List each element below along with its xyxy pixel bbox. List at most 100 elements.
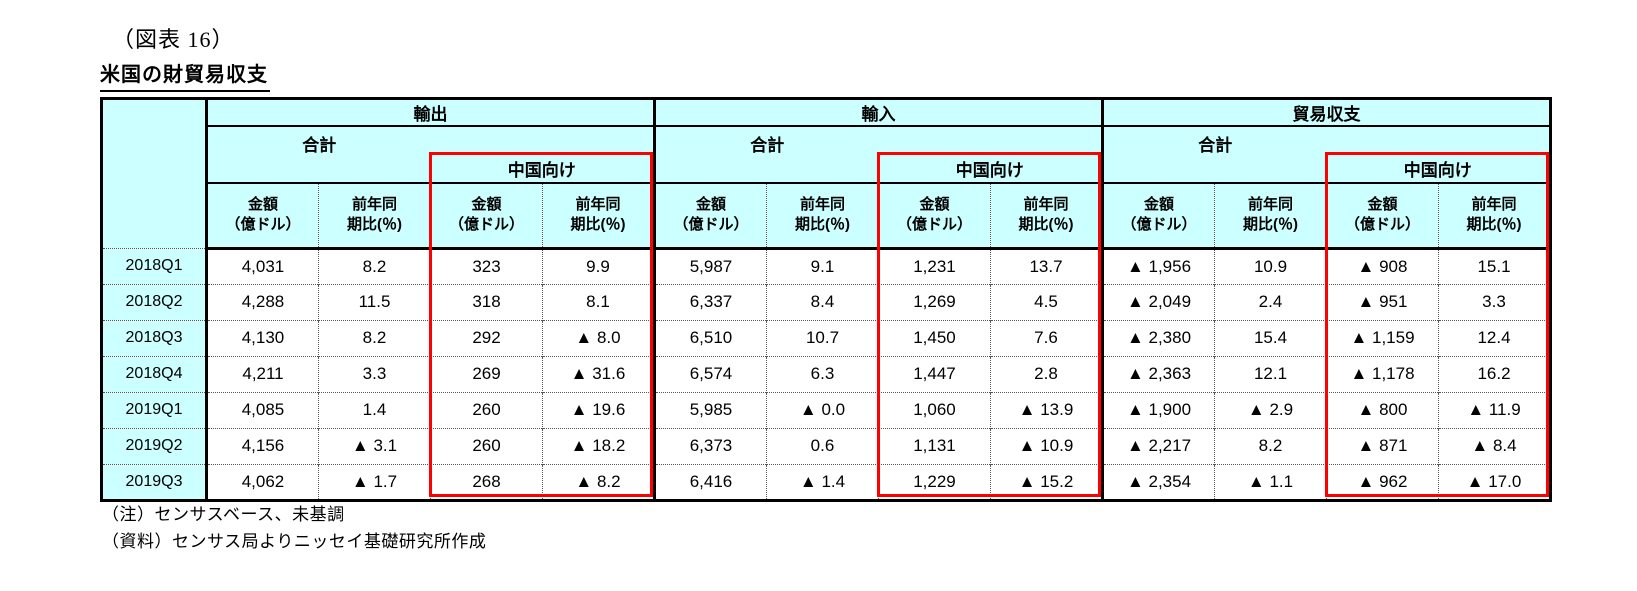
corner-cell: [101, 98, 208, 248]
value-cell: ▲ 19.6: [542, 391, 656, 428]
colheader-amount: 金額 （億ドル）: [206, 183, 319, 250]
value-cell: 1,269: [878, 283, 991, 320]
value-cell: 16.2: [1438, 355, 1552, 392]
value-cell: 6,510: [654, 319, 767, 356]
page-title: 米国の財貿易収支: [100, 58, 270, 92]
value-cell: ▲ 800: [1326, 391, 1439, 428]
spacer-cell: [878, 126, 1104, 155]
value-cell: 1,229: [878, 463, 991, 500]
value-cell: ▲ 15.2: [990, 463, 1104, 500]
value-cell: ▲ 951: [1326, 283, 1439, 320]
table-row: 2019Q2 4,156 ▲ 3.1 260 ▲ 18.2 6,373 0.6 1,131 ▲ …: [101, 427, 1552, 464]
value-cell: 1,231: [878, 247, 991, 284]
value-cell: ▲ 1,159: [1326, 319, 1439, 356]
value-cell: 4,085: [206, 391, 319, 428]
value-cell: ▲ 10.9: [990, 427, 1104, 464]
value-cell: ▲ 2,354: [1102, 463, 1215, 500]
value-cell: 11.5: [318, 283, 431, 320]
subheader-total-imports: 合計: [653, 126, 879, 184]
period-cell: 2018Q1: [101, 247, 208, 284]
note-line: （資料）センサス局よりニッセイ基礎研究所作成: [102, 532, 487, 552]
value-cell: 4,130: [206, 319, 319, 356]
period-cell: 2019Q1: [101, 391, 208, 428]
value-cell: 1.4: [318, 391, 431, 428]
value-cell: 318: [430, 283, 543, 320]
value-cell: 4.5: [990, 283, 1104, 320]
value-cell: 7.6: [990, 319, 1104, 356]
value-cell: ▲ 17.0: [1438, 463, 1552, 500]
trade-balance-table: 輸出 輸入 貿易収支 合計 合計 合計 中国向け 中国向け 中国向け 金額 （億ド…: [100, 97, 1552, 502]
table-row: 2018Q4 4,211 3.3 269 ▲ 31.6 6,574 6.3 1,447 2.8 ▲…: [101, 355, 1552, 392]
value-cell: 9.9: [542, 247, 656, 284]
value-cell: ▲ 3.1: [318, 427, 431, 464]
value-cell: ▲ 2,380: [1102, 319, 1215, 356]
value-cell: 8.1: [542, 283, 656, 320]
value-cell: 1,447: [878, 355, 991, 392]
value-cell: 4,062: [206, 463, 319, 500]
table-row: 2018Q2 4,288 11.5 318 8.1 6,337 8.4 1,269 4.5 ▲ 2…: [101, 283, 1552, 320]
value-cell: ▲ 18.2: [542, 427, 656, 464]
value-cell: ▲ 8.0: [542, 319, 656, 356]
value-cell: 6,373: [654, 427, 767, 464]
subheader-china-exports: 中国向け: [430, 155, 656, 184]
value-cell: 1,450: [878, 319, 991, 356]
value-cell: 6,416: [654, 463, 767, 500]
value-cell: 4,211: [206, 355, 319, 392]
colheader-yoy: 前年同 期比(％): [318, 183, 431, 250]
table-body: 2018Q1 4,031 8.2 323 9.9 5,987 9.1 1,231 13.7 ▲ 1…: [101, 247, 1552, 500]
value-cell: ▲ 962: [1326, 463, 1439, 500]
colheader-amount: 金額 （億ドル）: [878, 183, 991, 250]
value-cell: 4,031: [206, 247, 319, 284]
group-header-balance: 貿易収支: [1101, 98, 1551, 127]
spacer-cell: [1326, 126, 1552, 155]
colheader-yoy: 前年同 期比(％): [766, 183, 879, 250]
value-cell: 10.9: [1214, 247, 1327, 284]
value-cell: ▲ 8.4: [1438, 427, 1552, 464]
value-cell: 5,985: [654, 391, 767, 428]
value-cell: 1,060: [878, 391, 991, 428]
note-line: （注）センサスベース、未基調: [102, 505, 345, 524]
value-cell: 2.8: [990, 355, 1104, 392]
colheader-amount: 金額 （億ドル）: [654, 183, 767, 250]
value-cell: 12.4: [1438, 319, 1552, 356]
value-cell: ▲ 2,363: [1102, 355, 1215, 392]
table-row: 2019Q3 4,062 ▲ 1.7 268 ▲ 8.2 6,416 ▲ 1.4 1,229 ▲…: [101, 463, 1552, 500]
value-cell: ▲ 31.6: [542, 355, 656, 392]
value-cell: 323: [430, 247, 543, 284]
value-cell: ▲ 1.1: [1214, 463, 1327, 500]
table-row: 2018Q1 4,031 8.2 323 9.9 5,987 9.1 1,231 13.7 ▲ 1…: [101, 247, 1552, 284]
colheader-yoy: 前年同 期比(％): [1438, 183, 1552, 250]
value-cell: 2.4: [1214, 283, 1327, 320]
colheader-yoy: 前年同 期比(％): [990, 183, 1104, 250]
colheader-amount: 金額 （億ドル）: [1326, 183, 1439, 250]
value-cell: 1,131: [878, 427, 991, 464]
value-cell: ▲ 1.7: [318, 463, 431, 500]
table-row: 2018Q3 4,130 8.2 292 ▲ 8.0 6,510 10.7 1,450 7.6 ▲…: [101, 319, 1552, 356]
period-cell: 2018Q4: [101, 355, 208, 392]
value-cell: ▲ 871: [1326, 427, 1439, 464]
value-cell: 3.3: [318, 355, 431, 392]
value-cell: 292: [430, 319, 543, 356]
value-cell: 269: [430, 355, 543, 392]
value-cell: 12.1: [1214, 355, 1327, 392]
value-cell: ▲ 11.9: [1438, 391, 1552, 428]
value-cell: 260: [430, 391, 543, 428]
value-cell: 0.6: [766, 427, 879, 464]
value-cell: ▲ 908: [1326, 247, 1439, 284]
value-cell: ▲ 1.4: [766, 463, 879, 500]
value-cell: 6,337: [654, 283, 767, 320]
value-cell: 3.3: [1438, 283, 1552, 320]
value-cell: 8.2: [1214, 427, 1327, 464]
value-cell: 15.1: [1438, 247, 1552, 284]
value-cell: 13.7: [990, 247, 1104, 284]
value-cell: ▲ 13.9: [990, 391, 1104, 428]
spacer-cell: [430, 126, 656, 155]
subheader-total-exports: 合計: [206, 126, 431, 184]
period-cell: 2019Q2: [101, 427, 208, 464]
value-cell: ▲ 2.9: [1214, 391, 1327, 428]
colheader-yoy: 前年同 期比(％): [542, 183, 656, 250]
value-cell: 8.2: [318, 319, 431, 356]
value-cell: 9.1: [766, 247, 879, 284]
value-cell: 268: [430, 463, 543, 500]
